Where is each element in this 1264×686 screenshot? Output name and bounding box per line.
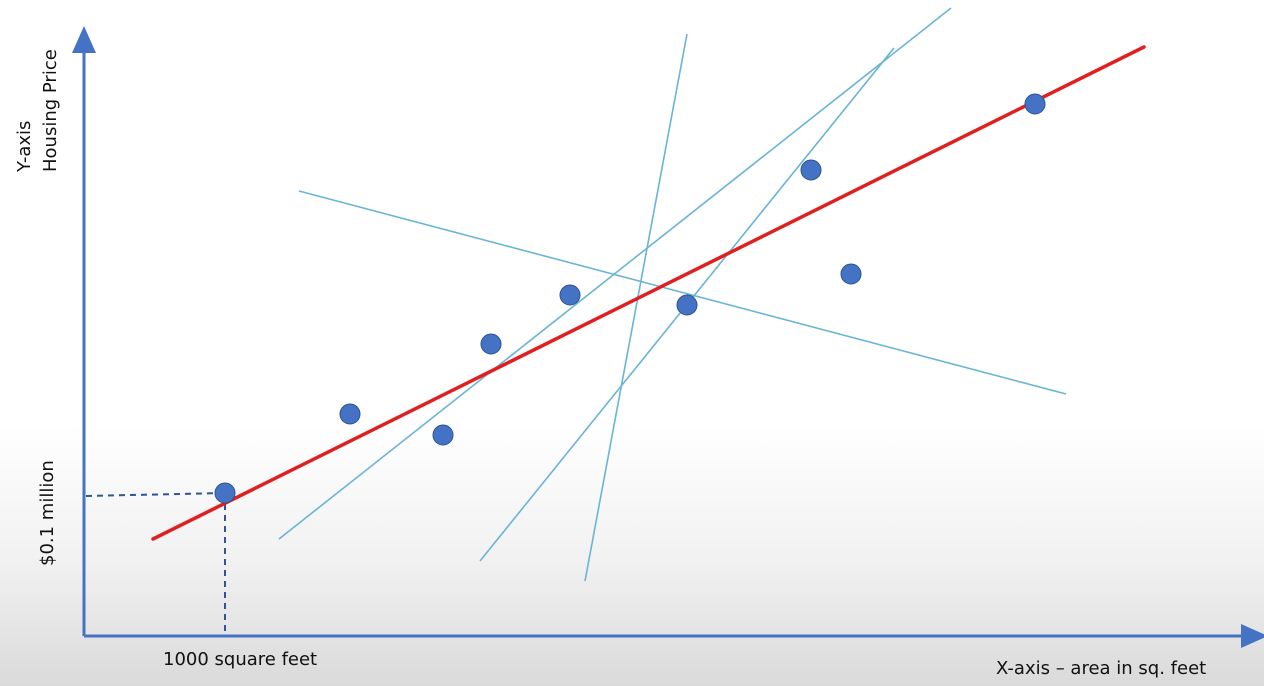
data-point-4	[481, 334, 501, 354]
horizontal-guide-line	[86, 493, 225, 496]
candidate-line-4	[585, 34, 687, 581]
x-axis-label: X-axis – area in sq. feet	[996, 658, 1206, 679]
data-point-9	[1025, 94, 1045, 114]
best-fit-line	[153, 47, 1144, 539]
x-tick-label: 1000 square feet	[163, 649, 317, 670]
data-point-2	[340, 404, 360, 424]
candidate-line-1	[299, 191, 1066, 394]
data-point-7	[801, 160, 821, 180]
data-point-8	[841, 264, 861, 284]
candidate-lines	[279, 8, 1066, 581]
y-axis-label-line1: Y-axis	[14, 121, 35, 172]
data-point-6	[677, 295, 697, 315]
data-point-5	[560, 285, 580, 305]
best-fit-line-group	[153, 47, 1144, 539]
y-tick-label: $0.1 million	[37, 460, 58, 566]
data-points	[215, 94, 1045, 503]
y-axis-label-line2: Housing Price	[40, 49, 61, 172]
data-point-1	[215, 483, 235, 503]
data-point-3	[433, 425, 453, 445]
